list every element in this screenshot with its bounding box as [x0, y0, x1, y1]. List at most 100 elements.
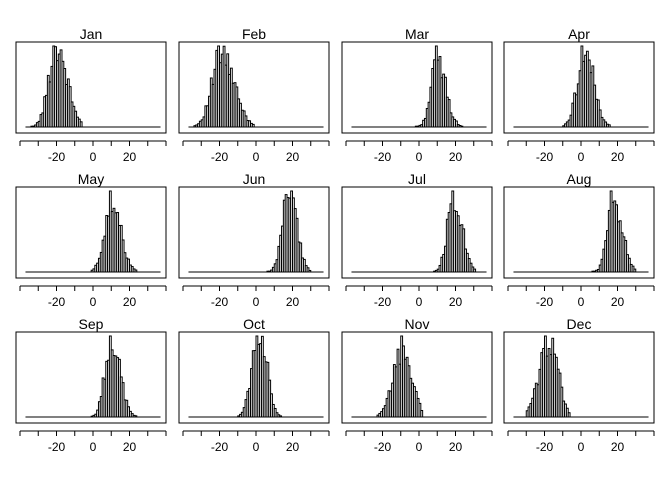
plot-frame [178, 331, 330, 424]
panel-mar: Mar -20 0 20 [341, 26, 493, 164]
plot-frame [178, 186, 330, 279]
plot-frame [15, 186, 167, 279]
x-tick-label: 20 [611, 295, 625, 309]
panel-jul: Jul -20 0 20 [341, 171, 493, 309]
plot-frame [503, 41, 655, 134]
x-tick-label: 20 [449, 440, 463, 454]
panel-dec: Dec -20 0 20 [503, 316, 655, 454]
histogram-bars [525, 335, 571, 418]
x-axis: -20 0 20 [507, 430, 655, 454]
histogram-bar [455, 120, 458, 128]
histogram-bar [473, 268, 477, 273]
panel-title: May [78, 171, 104, 187]
histogram-bars [414, 45, 464, 128]
x-tick-label: 20 [123, 295, 137, 309]
histogram-bars [591, 190, 637, 273]
x-tick-label: -20 [48, 440, 66, 454]
x-axis: -20 0 20 [345, 430, 493, 454]
x-axis: -20 0 20 [345, 285, 493, 309]
x-tick-label: -20 [211, 295, 229, 309]
histogram-bars [193, 45, 255, 128]
x-tick-label: 20 [286, 440, 300, 454]
panel-title: Jun [243, 171, 266, 187]
panel-apr: Apr -20 0 20 [503, 26, 655, 164]
x-tick-label: 0 [578, 440, 585, 454]
x-tick-label: 20 [286, 150, 300, 164]
x-tick-label: 0 [253, 295, 260, 309]
panel-title: Feb [242, 26, 266, 42]
x-tick-label: 0 [90, 150, 97, 164]
x-tick-label: 0 [90, 440, 97, 454]
x-tick-label: 0 [416, 150, 423, 164]
histogram-bar [251, 123, 255, 128]
x-axis: -20 0 20 [19, 285, 167, 309]
plot-frame [15, 41, 167, 134]
plot-frame [341, 41, 493, 134]
x-tick-label: 0 [253, 440, 260, 454]
histogram-bars [562, 45, 611, 128]
panel-title: Nov [405, 316, 430, 332]
x-tick-label: 20 [611, 440, 625, 454]
x-tick-label: 0 [416, 440, 423, 454]
x-tick-label: 0 [90, 295, 97, 309]
x-tick-label: 20 [123, 150, 137, 164]
panel-title: Sep [79, 316, 104, 332]
x-tick-label: 0 [578, 295, 585, 309]
x-axis: -20 0 20 [507, 285, 655, 309]
panel-title: Aug [567, 171, 592, 187]
histogram-bars [30, 45, 83, 128]
panel-title: Jul [408, 171, 426, 187]
panel-feb: Feb -20 0 20 [178, 26, 330, 164]
panel-sep: Sep -20 0 20 [15, 316, 167, 454]
x-axis: -20 0 20 [507, 140, 655, 164]
x-tick-label: -20 [374, 295, 392, 309]
x-axis: -20 0 20 [182, 140, 330, 164]
x-tick-label: -20 [374, 150, 392, 164]
histogram-bars [237, 335, 283, 418]
x-axis: -20 0 20 [345, 140, 493, 164]
x-tick-label: -20 [48, 150, 66, 164]
x-axis: -20 0 20 [182, 430, 330, 454]
histogram-bars [376, 335, 424, 418]
x-tick-label: 20 [286, 295, 300, 309]
panel-nov: Nov -20 0 20 [341, 316, 493, 454]
x-axis: -20 0 20 [19, 430, 167, 454]
panel-title: Apr [568, 26, 590, 42]
x-tick-label: -20 [211, 440, 229, 454]
histogram-bar [308, 269, 312, 273]
x-tick-label: -20 [48, 295, 66, 309]
panel-oct: Oct -20 0 20 [178, 316, 330, 454]
x-tick-label: 20 [449, 295, 463, 309]
panel-title: Oct [243, 316, 265, 332]
histogram-bar [134, 415, 138, 418]
histogram-bar [607, 124, 611, 128]
plot-frame [341, 186, 493, 279]
plot-frame [178, 41, 330, 134]
x-tick-label: 0 [578, 150, 585, 164]
panel-title: Mar [405, 26, 429, 42]
histogram-bar [79, 121, 83, 128]
x-tick-label: 20 [123, 440, 137, 454]
x-tick-label: -20 [374, 440, 392, 454]
x-axis: -20 0 20 [182, 285, 330, 309]
panel-title: Dec [567, 316, 592, 332]
plot-frame [503, 186, 655, 279]
x-tick-label: -20 [536, 440, 554, 454]
x-tick-label: -20 [536, 150, 554, 164]
histogram-bar [420, 409, 424, 418]
panel-title: Jan [80, 26, 103, 42]
histogram-bars [433, 190, 477, 273]
histogram-bar [134, 269, 138, 273]
histogram-bars [90, 335, 138, 418]
plot-frame [341, 331, 493, 424]
x-tick-label: -20 [211, 150, 229, 164]
x-tick-label: 0 [416, 295, 423, 309]
panel-jan: Jan -20 0 20 [15, 26, 167, 164]
histogram-bar [460, 125, 464, 128]
plot-frame [503, 331, 655, 424]
x-tick-label: 0 [253, 150, 260, 164]
panel-may: May -20 0 20 [15, 171, 167, 309]
histogram-bar [306, 267, 310, 273]
plot-frame [15, 331, 167, 424]
